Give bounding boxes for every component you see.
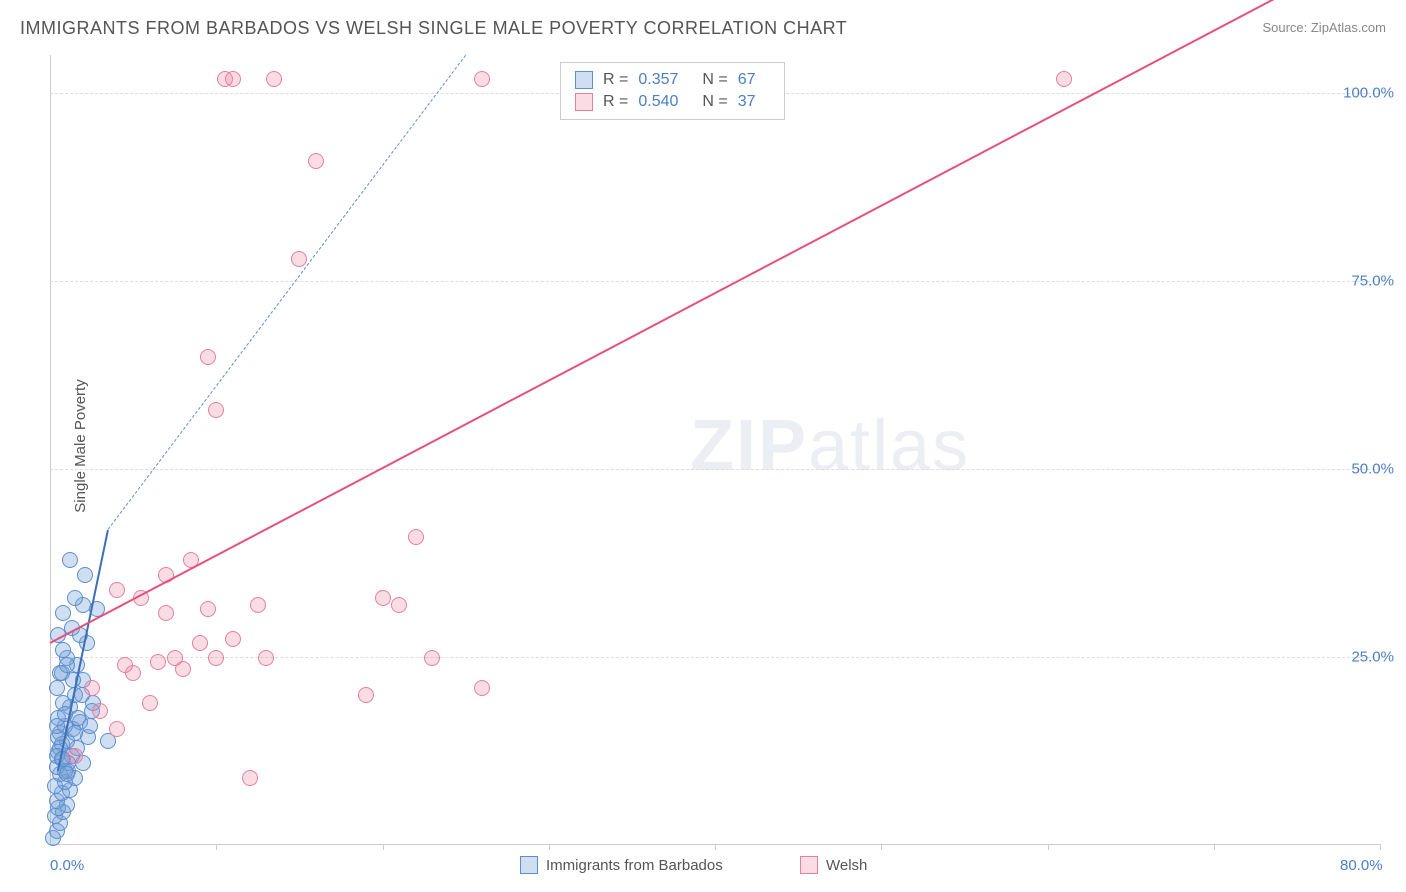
- data-point: [59, 766, 75, 782]
- gridline-h: [50, 657, 1380, 658]
- legend-r-value: 0.540: [638, 93, 678, 111]
- data-point: [200, 601, 216, 617]
- legend-r-label: R =: [603, 71, 628, 89]
- legend-n-value: 67: [738, 71, 756, 89]
- data-point: [55, 605, 71, 621]
- data-point: [375, 590, 391, 606]
- data-point: [408, 529, 424, 545]
- data-point: [266, 71, 282, 87]
- data-point: [291, 251, 307, 267]
- source-attribution: Source: ZipAtlas.com: [1262, 20, 1386, 35]
- legend-series: Immigrants from Barbados: [520, 856, 723, 874]
- data-point: [109, 582, 125, 598]
- x-tick: [549, 844, 550, 850]
- legend-n-label: N =: [702, 93, 727, 111]
- data-point: [67, 725, 83, 741]
- data-point: [117, 657, 133, 673]
- data-point: [208, 650, 224, 666]
- x-tick-label: 80.0%: [1340, 857, 1383, 874]
- data-point: [1056, 71, 1072, 87]
- gridline-h: [50, 469, 1380, 470]
- data-point: [84, 680, 100, 696]
- data-point: [67, 748, 83, 764]
- legend-swatch: [800, 856, 818, 874]
- data-point: [109, 721, 125, 737]
- data-point: [55, 642, 71, 658]
- x-tick: [1214, 844, 1215, 850]
- x-tick: [1380, 844, 1381, 850]
- legend-swatch: [575, 93, 593, 111]
- data-point: [217, 71, 233, 87]
- legend-stats: R = 0.357 N = 67 R = 0.540 N = 37: [560, 62, 785, 120]
- legend-series-label: Immigrants from Barbados: [546, 857, 723, 874]
- legend-r-value: 0.357: [638, 71, 678, 89]
- data-point: [474, 71, 490, 87]
- x-tick: [383, 844, 384, 850]
- legend-row: R = 0.357 N = 67: [575, 69, 770, 91]
- data-point: [308, 153, 324, 169]
- gridline-h: [50, 281, 1380, 282]
- data-point: [391, 597, 407, 613]
- x-tick-label: 0.0%: [50, 857, 84, 874]
- x-tick: [715, 844, 716, 850]
- data-point: [250, 597, 266, 613]
- data-point: [82, 718, 98, 734]
- legend-n-value: 37: [738, 93, 756, 111]
- data-point: [424, 650, 440, 666]
- data-point: [225, 631, 241, 647]
- data-point: [62, 552, 78, 568]
- x-tick: [1048, 844, 1049, 850]
- data-point: [142, 695, 158, 711]
- data-point: [158, 605, 174, 621]
- legend-series-label: Welsh: [826, 857, 867, 874]
- data-point: [358, 687, 374, 703]
- data-point: [92, 703, 108, 719]
- data-point: [474, 680, 490, 696]
- legend-r-label: R =: [603, 93, 628, 111]
- x-tick: [881, 844, 882, 850]
- plot-area: [50, 55, 1380, 845]
- y-tick-label: 50.0%: [1351, 460, 1394, 477]
- legend-row: R = 0.540 N = 37: [575, 91, 770, 113]
- x-tick: [216, 844, 217, 850]
- data-point: [77, 567, 93, 583]
- y-tick-label: 100.0%: [1343, 84, 1394, 101]
- chart-title: IMMIGRANTS FROM BARBADOS VS WELSH SINGLE…: [20, 18, 847, 39]
- source-value: ZipAtlas.com: [1311, 20, 1386, 35]
- data-point: [192, 635, 208, 651]
- data-point: [150, 654, 166, 670]
- legend-swatch: [575, 71, 593, 89]
- legend-swatch: [520, 856, 538, 874]
- data-point: [242, 770, 258, 786]
- y-tick-label: 25.0%: [1351, 648, 1394, 665]
- data-point: [67, 590, 83, 606]
- source-label: Source:: [1262, 20, 1310, 35]
- data-point: [258, 650, 274, 666]
- data-point: [200, 349, 216, 365]
- legend-series: Welsh: [800, 856, 867, 874]
- data-point: [59, 657, 75, 673]
- data-point: [49, 680, 65, 696]
- y-tick-label: 75.0%: [1351, 272, 1394, 289]
- data-point: [208, 402, 224, 418]
- data-point: [167, 650, 183, 666]
- legend-n-label: N =: [702, 71, 727, 89]
